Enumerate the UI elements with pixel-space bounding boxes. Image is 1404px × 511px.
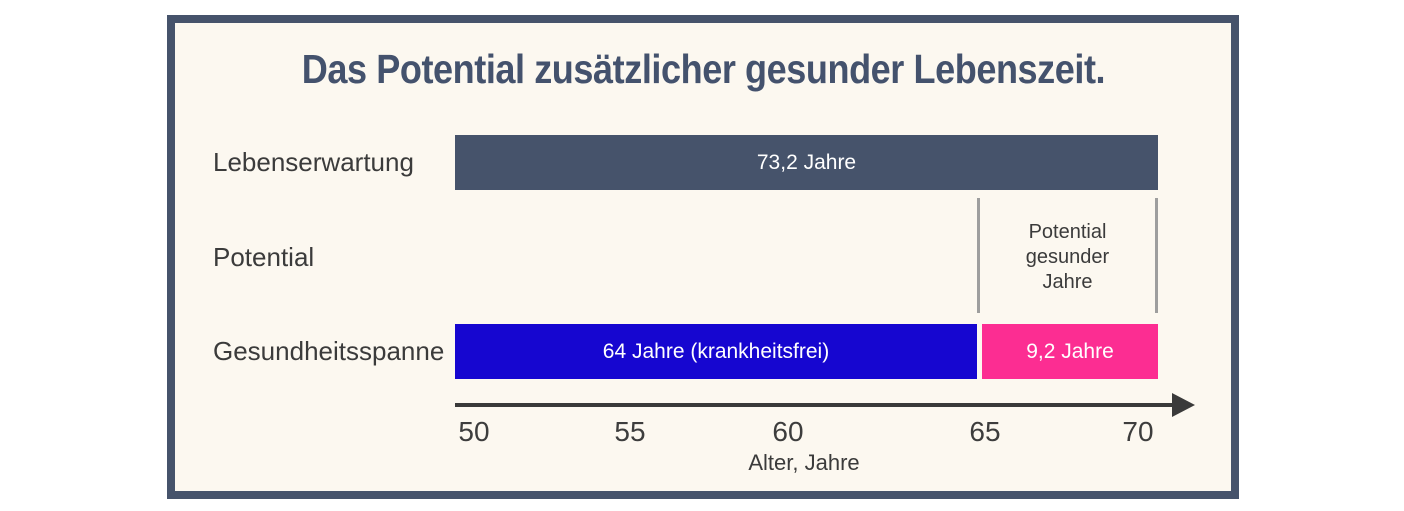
bar-potential-gesunde-jahre: 9,2 Jahre: [982, 324, 1158, 379]
bracket-line-left: [977, 198, 980, 313]
card-frame: [167, 15, 1239, 499]
x-tick-60: 60: [772, 416, 804, 447]
chart-title: Das Potential zusätzlicher gesunder Lebe…: [167, 46, 1239, 93]
x-tick-50: 50: [458, 416, 490, 447]
bar-potential-value: 9,2 Jahre: [1026, 339, 1114, 363]
row-label-potential: Potential: [213, 242, 315, 272]
x-axis-arrowhead-icon: [1172, 393, 1195, 417]
x-axis-line: [455, 403, 1175, 407]
potential-annotation-line3: Jahre: [1042, 271, 1093, 293]
potential-annotation-line1: Potential: [1028, 221, 1107, 243]
bar-gesundheitsspanne-value: 64 Jahre (krankheitsfrei): [602, 339, 830, 363]
bracket-line-right: [1155, 198, 1158, 313]
potential-annotation-line2: gesunder: [1025, 246, 1110, 268]
row-label-lebenserwartung: Lebenserwartung: [213, 147, 414, 177]
bar-gesundheitsspanne-krankheitsfrei: 64 Jahre (krankheitsfrei): [455, 324, 977, 379]
row-label-gesundheitsspanne: Gesundheitsspanne: [213, 336, 445, 366]
potential-annotation: Potential gesunder Jahre: [980, 220, 1155, 295]
bar-lebenserwartung: 73,2 Jahre: [455, 135, 1158, 190]
x-tick-55: 55: [614, 416, 646, 447]
chart-title-text: Das Potential zusätzlicher gesunder Lebe…: [301, 46, 1105, 92]
x-axis-title: Alter, Jahre: [748, 450, 860, 475]
x-tick-70: 70: [1122, 416, 1154, 447]
bar-lebenserwartung-value: 73,2 Jahre: [756, 150, 857, 174]
x-tick-65: 65: [969, 416, 1001, 447]
